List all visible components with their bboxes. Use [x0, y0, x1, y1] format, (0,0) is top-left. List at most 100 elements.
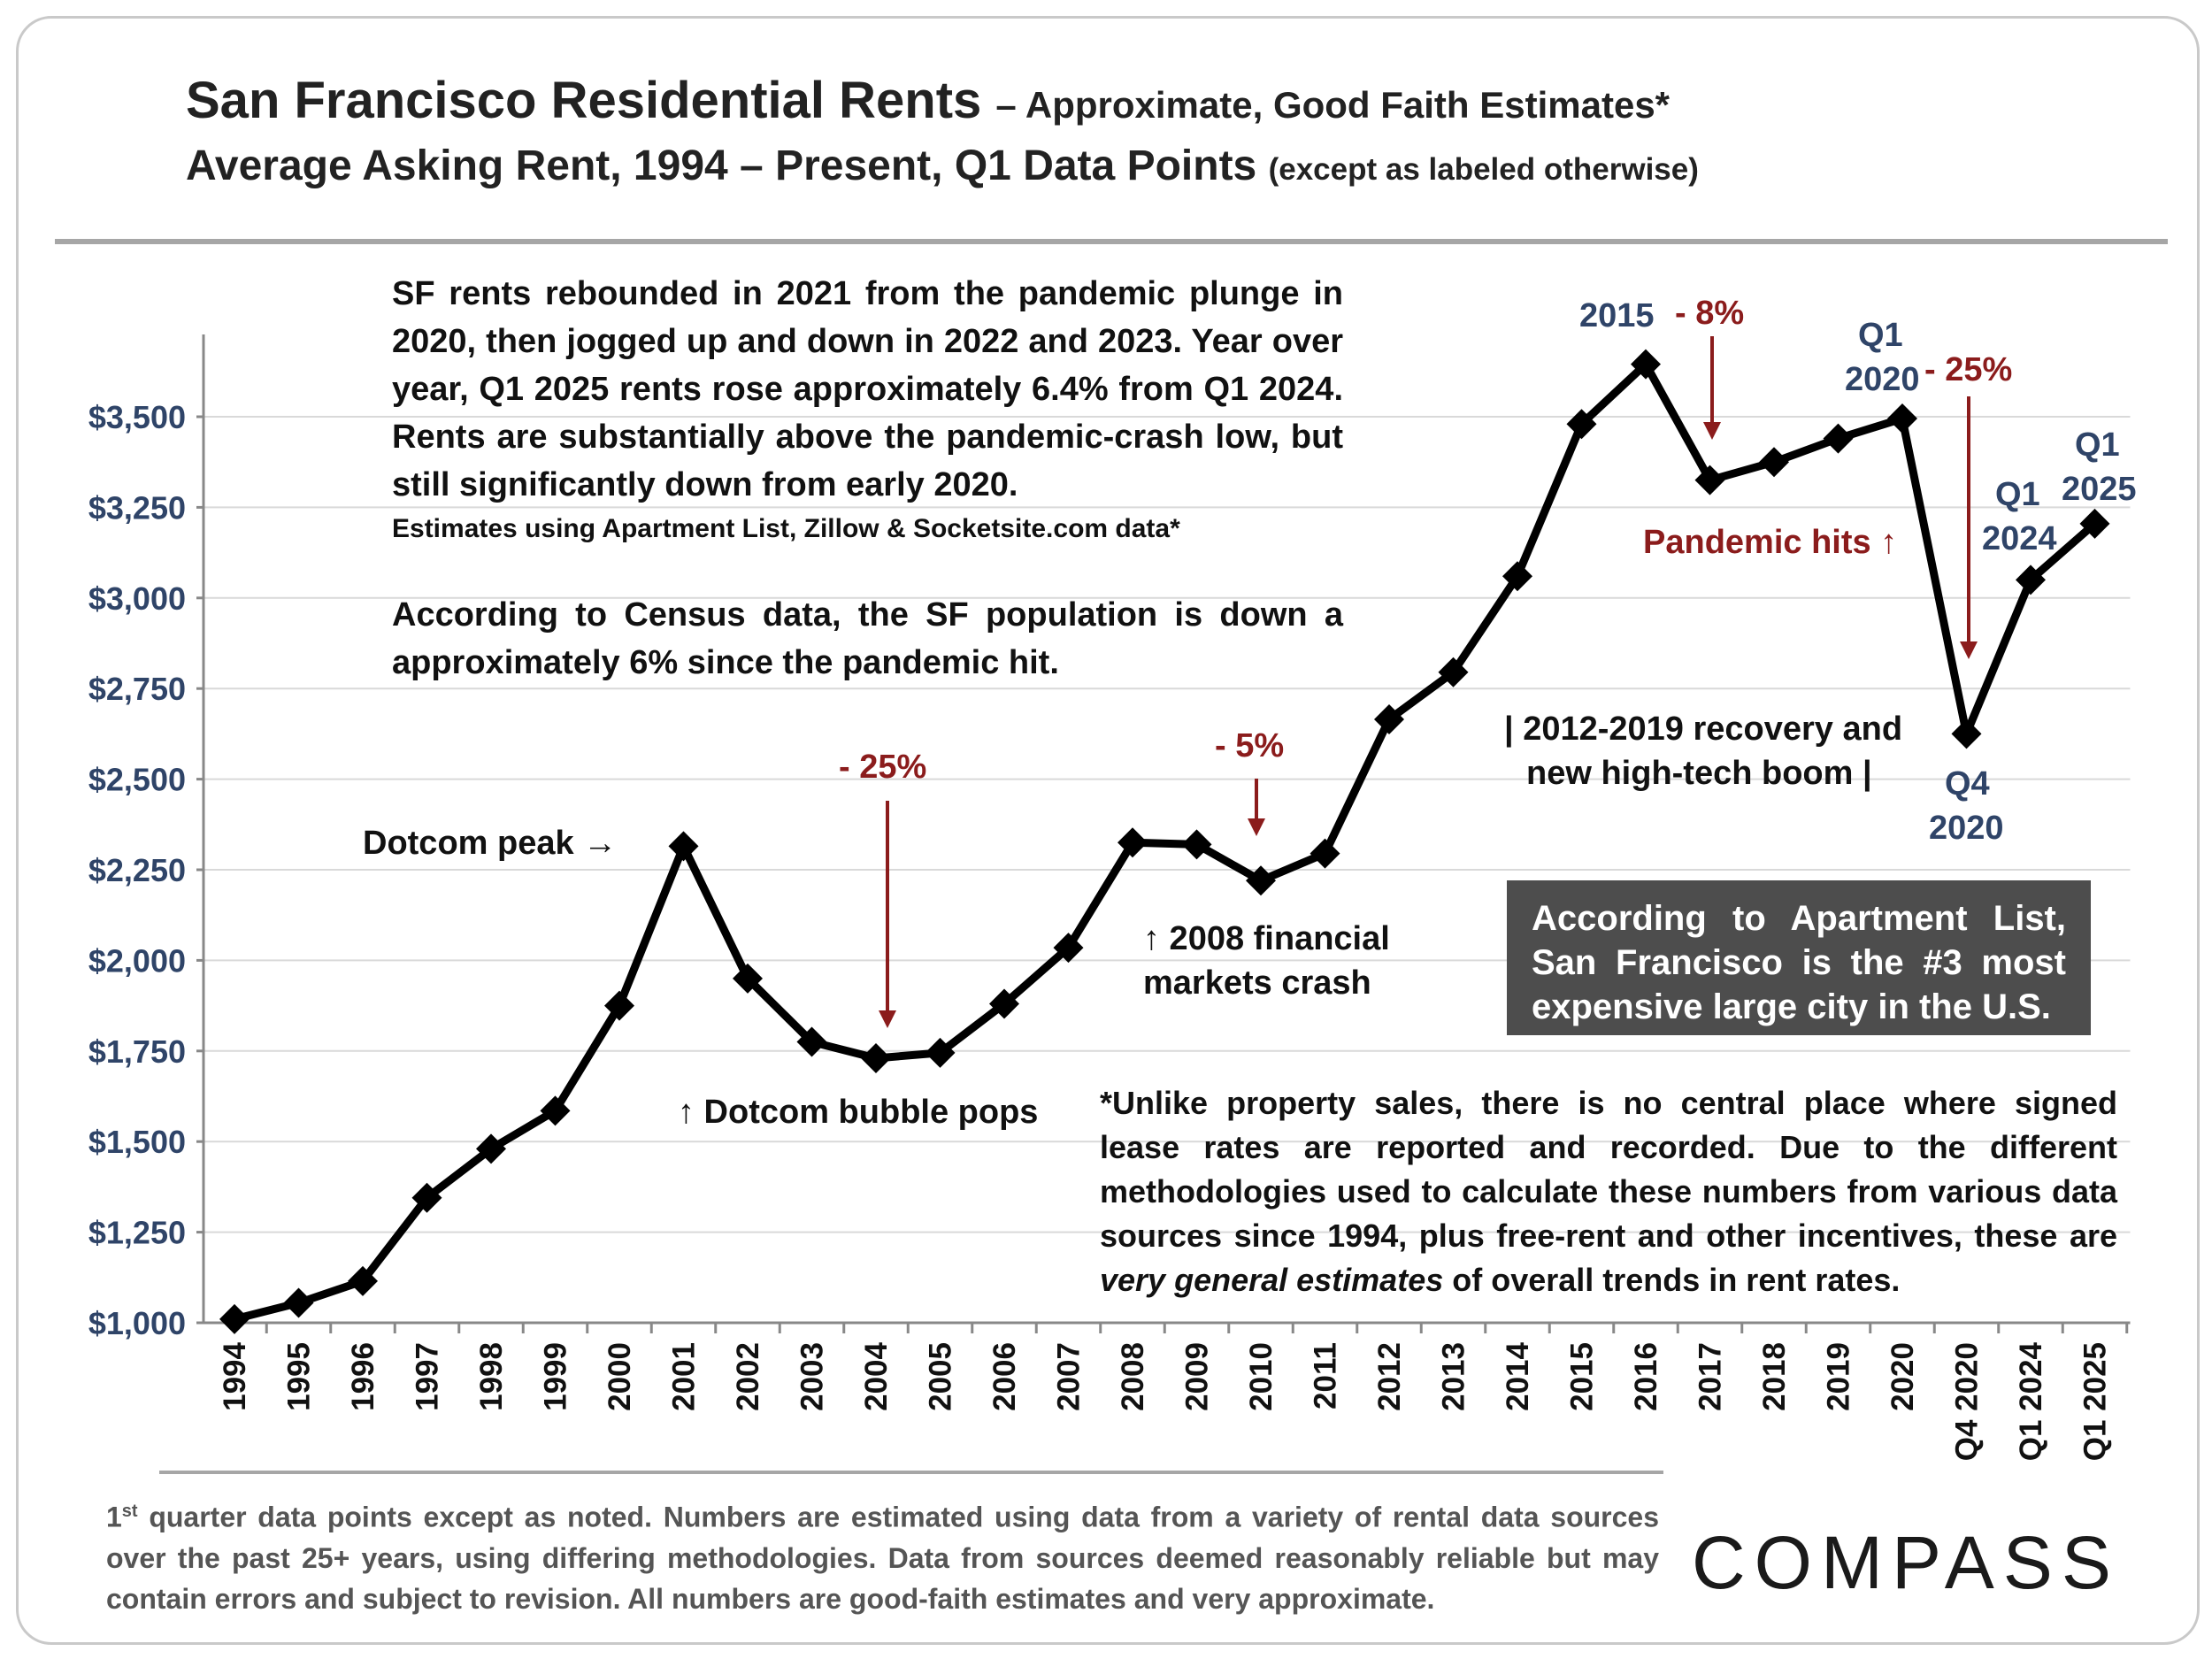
title-divider [55, 239, 2168, 244]
data-point-marker [283, 1287, 314, 1318]
data-point-marker [476, 1133, 506, 1164]
x-tick-label: 2003 [795, 1342, 830, 1411]
data-point-marker [1759, 447, 1789, 478]
x-tick-label: 1999 [539, 1342, 573, 1411]
x-tick-labels: 1994 1995 1996 1997 1998 1999 2000 2001 2002 2003… [218, 1341, 2113, 1461]
annotation-q4-2020-b: 2020 [1929, 810, 2004, 847]
annotation-pandemic-hits: Pandemic hits ↑ [1643, 524, 1898, 561]
x-tick-label: 2013 [1437, 1342, 1471, 1411]
x-tick-label: 2007 [1052, 1342, 1087, 1411]
x-tick-label: 2012 [1372, 1342, 1407, 1411]
x-tick-label: 2005 [924, 1342, 958, 1411]
x-tick-label: Q4 2020 [1950, 1342, 1985, 1461]
chart-title: San Francisco Residential Rents – Approx… [186, 72, 1671, 129]
x-tick-label: 1995 [282, 1342, 317, 1411]
y-tick-label: $3,500 [88, 399, 186, 435]
y-tick-label: $2,000 [88, 942, 186, 979]
annotation-q1-2020-b: 2020 [1845, 361, 1920, 398]
x-tick-label: 2000 [603, 1342, 637, 1411]
annotation-minus-8: - 8% [1675, 295, 1745, 332]
annotation-q1-2024-b: 2024 [1982, 520, 2057, 557]
annotation-dotcom-pops: ↑ Dotcom bubble pops [678, 1094, 1039, 1131]
data-point-marker [1887, 403, 1917, 434]
y-tick-label: $2,250 [88, 852, 186, 888]
annotation-minus-25-pandemic: - 25% [1924, 351, 2013, 388]
disclaimer-emphasis: very general estimates [1100, 1262, 1444, 1298]
data-point-marker [1694, 465, 1725, 495]
annotation-q1-2025-a: Q1 [2075, 426, 2120, 464]
data-point-marker [2016, 565, 2046, 595]
annotation-minus-25-dotcom: - 25% [839, 749, 927, 786]
data-point-marker [1310, 838, 1340, 869]
apartment-list-callout: According to Apartment List, San Francis… [1507, 880, 2091, 1035]
description-source: Estimates using Apartment List, Zillow &… [392, 514, 1180, 543]
data-point-marker [1566, 409, 1597, 440]
annotation-recovery-2: new high-tech boom | [1526, 755, 1872, 792]
x-tick-label: 2001 [667, 1342, 702, 1411]
annotation-arrow-head [1960, 641, 1978, 659]
x-tick-label: 2018 [1757, 1342, 1792, 1411]
data-point-marker [796, 1026, 827, 1057]
footer-divider [159, 1471, 1663, 1474]
data-point-marker [925, 1037, 956, 1068]
annotation-q1-2020-a: Q1 [1858, 317, 1903, 354]
data-point-marker [411, 1182, 442, 1213]
data-point-marker [540, 1095, 571, 1126]
x-tick-label: Q1 2024 [2014, 1341, 2048, 1461]
chart-frame [16, 16, 2200, 1645]
data-point-marker [1118, 827, 1148, 858]
axes [196, 334, 2131, 1333]
x-tick-label: 2009 [1180, 1342, 1215, 1411]
annotation-arrow-head [879, 1010, 896, 1028]
y-tick-labels: $1,000 $1,250 $1,500 $1,750 $2,000 $2,250 $2,5… [88, 399, 186, 1341]
x-tick-label: 1996 [346, 1342, 380, 1411]
data-point-marker [989, 988, 1019, 1019]
y-tick-label: $3,000 [88, 580, 186, 617]
x-tick-label: 2006 [987, 1342, 1022, 1411]
x-tick-label: 2014 [1501, 1341, 1535, 1410]
data-point-marker [1823, 423, 1854, 454]
x-tick-label: 2011 [1309, 1342, 1343, 1409]
y-tick-label: $1,750 [88, 1033, 186, 1070]
y-tick-label: $1,500 [88, 1124, 186, 1160]
data-point-marker [1951, 718, 1982, 749]
description-text: SF rents rebounded in 2021 from the pand… [392, 275, 1343, 503]
x-tick-label: 2017 [1694, 1342, 1728, 1411]
chart-title-line2: Average Asking Rent, 1994 – Present, Q1 … [186, 142, 1699, 189]
data-point-marker [668, 831, 699, 862]
x-tick-label: 1998 [474, 1342, 509, 1411]
chart-title-paren: (except as labeled otherwise) [1268, 152, 1699, 187]
compass-logo: COMPASS [1692, 1521, 2120, 1604]
chart-subtitle: – Approximate, Good Faith Estimates* [995, 84, 1671, 126]
data-point-marker [1053, 933, 1084, 964]
data-point-marker [861, 1042, 891, 1073]
y-tick-label: $1,000 [88, 1305, 186, 1341]
y-tick-label: $2,750 [88, 671, 186, 707]
x-tick-label: 2020 [1886, 1342, 1920, 1411]
x-tick-label: Q1 2025 [2078, 1342, 2113, 1461]
data-point-marker [1246, 865, 1276, 896]
chart-description: SF rents rebounded in 2021 from the pand… [392, 270, 1343, 549]
data-point-marker [733, 963, 763, 994]
census-note: According to Census data, the SF populat… [392, 596, 1343, 681]
x-tick-label: 2002 [731, 1342, 765, 1411]
data-point-marker [1374, 704, 1404, 735]
x-tick-label: 2015 [1565, 1342, 1600, 1411]
x-tick-label: 2010 [1244, 1342, 1279, 1411]
y-tick-label: $1,250 [88, 1215, 186, 1251]
data-point-marker [604, 990, 634, 1021]
annotation-q1-2024-a: Q1 [1995, 476, 2040, 513]
x-tick-label: 2008 [1116, 1342, 1150, 1411]
annotation-minus-5: - 5% [1215, 727, 1285, 764]
grid-lines [204, 416, 2131, 1233]
data-point-marker [1631, 349, 1661, 380]
annotation-financial-crash-2: markets crash [1143, 964, 1371, 1002]
x-tick-label: 1997 [411, 1342, 445, 1411]
series-markers [219, 349, 2110, 1334]
data-point-marker [2079, 508, 2110, 539]
x-tick-label: 2016 [1629, 1342, 1663, 1411]
annotation-arrow-head [1248, 818, 1265, 836]
data-point-marker [348, 1265, 378, 1296]
y-tick-label: $3,250 [88, 489, 186, 526]
